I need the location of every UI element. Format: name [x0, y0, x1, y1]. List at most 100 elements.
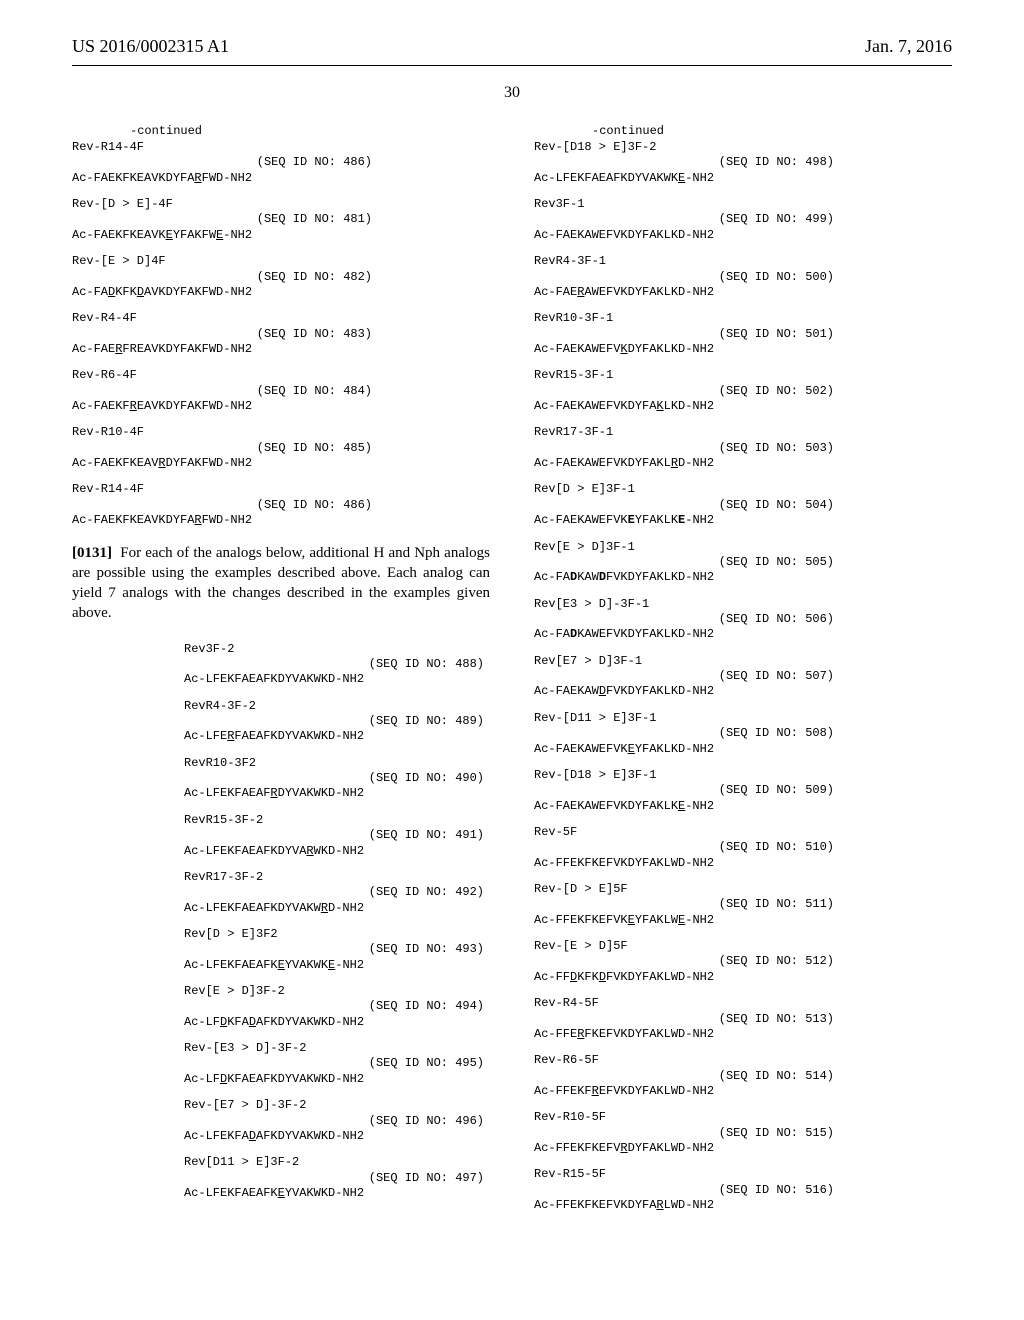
sequence-name: Rev-R10-4F: [72, 425, 372, 440]
sequence-value: Ac-LFEKFAEAFKDYVAKWKD-NH2: [184, 672, 484, 687]
sequence-value: Ac-FAEKAWEFVKDYFAKLKD-NH2: [534, 228, 834, 243]
sequence-value: Ac-LFEKFAEAFKDYVAKWKE-NH2: [534, 171, 834, 186]
sequence-value: Ac-FAEKAWEFVKDYFAKLKD-NH2: [534, 399, 834, 414]
sequence-name: Rev-[E > D]4F: [72, 254, 372, 269]
sequence-entry: Rev-[D > E]5F(SEQ ID NO: 511)Ac-FFEKFKEF…: [534, 882, 834, 928]
sequence-id: (SEQ ID NO: 515): [534, 1126, 834, 1141]
sequence-id: (SEQ ID NO: 490): [184, 771, 484, 786]
sequence-value: Ac-FADKAWDFVKDYFAKLKD-NH2: [534, 570, 834, 585]
sequence-id: (SEQ ID NO: 486): [72, 498, 372, 513]
sequence-value: Ac-FAERFREAVKDYFAKFWD-NH2: [72, 342, 372, 357]
sequence-value: Ac-LFEKFAEAFKDYVARWKD-NH2: [184, 844, 484, 859]
sequence-value: Ac-FFERFKEFVKDYFAKLWD-NH2: [534, 1027, 834, 1042]
sequence-entry: Rev[D > E]3F2(SEQ ID NO: 493)Ac-LFEKFAEA…: [184, 927, 484, 973]
sequence-name: Rev-R4-4F: [72, 311, 372, 326]
sequence-id: (SEQ ID NO: 492): [184, 885, 484, 900]
sequence-entry: Rev-R4-4F(SEQ ID NO: 483)Ac-FAERFREAVKDY…: [72, 311, 372, 357]
sequence-id: (SEQ ID NO: 509): [534, 783, 834, 798]
sequence-name: Rev[D > E]3F-1: [534, 482, 834, 497]
sequence-value: Ac-FAEKAWEFVKDYFAKLKD-NH2: [534, 342, 834, 357]
sequence-name: Rev-R6-4F: [72, 368, 372, 383]
sequence-id: (SEQ ID NO: 510): [534, 840, 834, 855]
publication-date: Jan. 7, 2016: [865, 36, 952, 57]
sequence-id: (SEQ ID NO: 506): [534, 612, 834, 627]
sequence-entry: RevR10-3F-1(SEQ ID NO: 501)Ac-FAEKAWEFVK…: [534, 311, 834, 357]
sequence-id: (SEQ ID NO: 512): [534, 954, 834, 969]
sequence-value: Ac-FAEKFKEAVKDYFARFWD-NH2: [72, 513, 372, 528]
header-rule: [72, 65, 952, 66]
sequence-name: RevR17-3F-2: [184, 870, 484, 885]
page-number: 30: [72, 84, 952, 102]
sequence-value: Ac-FAEKAWEFVKDYFAKLKE-NH2: [534, 799, 834, 814]
sequence-id: (SEQ ID NO: 508): [534, 726, 834, 741]
sequence-name: Rev-R10-5F: [534, 1110, 834, 1125]
sequence-name: Rev-[E3 > D]-3F-2: [184, 1041, 484, 1056]
sequence-name: Rev-5F: [534, 825, 834, 840]
sequence-value: Ac-LFEKFADAFKDYVAKWKD-NH2: [184, 1129, 484, 1144]
paragraph-text: For each of the analogs below, additiona…: [72, 545, 490, 622]
sequence-id: (SEQ ID NO: 497): [184, 1171, 484, 1186]
sequence-entry: Rev[D11 > E]3F-2(SEQ ID NO: 497)Ac-LFEKF…: [184, 1155, 484, 1201]
sequence-value: Ac-FFEKFKEFVKDYFAKLWD-NH2: [534, 856, 834, 871]
sequence-id: (SEQ ID NO: 511): [534, 897, 834, 912]
sequence-id: (SEQ ID NO: 503): [534, 441, 834, 456]
sequence-name: Rev-R14-4F: [72, 482, 372, 497]
patent-number: US 2016/0002315 A1: [72, 36, 229, 57]
sequence-name: Rev-[E > D]5F: [534, 939, 834, 954]
sequence-id: (SEQ ID NO: 483): [72, 327, 372, 342]
sequence-entry: Rev3F-1(SEQ ID NO: 499)Ac-FAEKAWEFVKDYFA…: [534, 197, 834, 243]
sequence-entry: Rev-[D18 > E]3F-1(SEQ ID NO: 509)Ac-FAEK…: [534, 768, 834, 814]
sequence-value: Ac-FAEKFREAVKDYFAKFWD-NH2: [72, 399, 372, 414]
sequence-id: (SEQ ID NO: 516): [534, 1183, 834, 1198]
sequence-id: (SEQ ID NO: 488): [184, 657, 484, 672]
sequence-id: (SEQ ID NO: 484): [72, 384, 372, 399]
sequence-value: Ac-FAEKFKEAVKDYFARFWD-NH2: [72, 171, 372, 186]
sequence-name: Rev-[E7 > D]-3F-2: [184, 1098, 484, 1113]
sequence-value: Ac-FADKAWEFVKDYFAKLKD-NH2: [534, 627, 834, 642]
sequence-value: Ac-LFEKFAEAFRDYVAKWKD-NH2: [184, 786, 484, 801]
sequence-value: Ac-LFDKFAEAFKDYVAKWKD-NH2: [184, 1072, 484, 1087]
sequence-name: Rev3F-1: [534, 197, 834, 212]
sequence-value: Ac-LFEKFAEAFKEYVAKWKD-NH2: [184, 1186, 484, 1201]
left-top-sequence-block: Rev-R14-4F(SEQ ID NO: 486)Ac-FAEKFKEAVKD…: [72, 140, 490, 529]
sequence-entry: Rev3F-2(SEQ ID NO: 488)Ac-LFEKFAEAFKDYVA…: [184, 642, 484, 688]
sequence-value: Ac-FAERAWEFVKDYFAKLKD-NH2: [534, 285, 834, 300]
sequence-id: (SEQ ID NO: 491): [184, 828, 484, 843]
paragraph-0131: [0131] For each of the analogs below, ad…: [72, 543, 490, 624]
sequence-name: RevR4-3F-2: [184, 699, 484, 714]
sequence-name: Rev-R4-5F: [534, 996, 834, 1011]
sequence-name: Rev-[D18 > E]3F-2: [534, 140, 834, 155]
sequence-entry: Rev-R4-5F(SEQ ID NO: 513)Ac-FFERFKEFVKDY…: [534, 996, 834, 1042]
right-sequence-block: Rev-[D18 > E]3F-2(SEQ ID NO: 498)Ac-LFEK…: [534, 140, 952, 1213]
sequence-entry: Rev[E > D]3F-2(SEQ ID NO: 494)Ac-LFDKFAD…: [184, 984, 484, 1030]
sequence-entry: Rev[E3 > D]-3F-1(SEQ ID NO: 506)Ac-FADKA…: [534, 597, 834, 643]
sequence-entry: RevR15-3F-1(SEQ ID NO: 502)Ac-FAEKAWEFVK…: [534, 368, 834, 414]
sequence-value: Ac-FAEKAWDFVKDYFAKLKD-NH2: [534, 684, 834, 699]
sequence-name: RevR10-3F2: [184, 756, 484, 771]
sequence-value: Ac-LFDKFADAFKDYVAKWKD-NH2: [184, 1015, 484, 1030]
sequence-id: (SEQ ID NO: 499): [534, 212, 834, 227]
sequence-value: Ac-LFEKFAEAFKEYVAKWKE-NH2: [184, 958, 484, 973]
sequence-entry: Rev-[E > D]4F(SEQ ID NO: 482)Ac-FADKFKDA…: [72, 254, 372, 300]
sequence-name: Rev3F-2: [184, 642, 484, 657]
sequence-name: Rev[E > D]3F-2: [184, 984, 484, 999]
sequence-name: Rev-R6-5F: [534, 1053, 834, 1068]
sequence-id: (SEQ ID NO: 498): [534, 155, 834, 170]
sequence-value: Ac-LFERFAEAFKDYVAKWKD-NH2: [184, 729, 484, 744]
sequence-id: (SEQ ID NO: 507): [534, 669, 834, 684]
sequence-id: (SEQ ID NO: 501): [534, 327, 834, 342]
sequence-name: Rev[E > D]3F-1: [534, 540, 834, 555]
sequence-name: Rev[D > E]3F2: [184, 927, 484, 942]
sequence-name: RevR4-3F-1: [534, 254, 834, 269]
two-column-layout: -continued Rev-R14-4F(SEQ ID NO: 486)Ac-…: [72, 124, 952, 1224]
sequence-entry: Rev-R6-4F(SEQ ID NO: 484)Ac-FAEKFREAVKDY…: [72, 368, 372, 414]
sequence-value: Ac-LFEKFAEAFKDYVAKWRD-NH2: [184, 901, 484, 916]
sequence-name: RevR10-3F-1: [534, 311, 834, 326]
sequence-name: Rev[D11 > E]3F-2: [184, 1155, 484, 1170]
sequence-entry: RevR10-3F2(SEQ ID NO: 490)Ac-LFEKFAEAFRD…: [184, 756, 484, 802]
left-bottom-sequence-block: Rev3F-2(SEQ ID NO: 488)Ac-LFEKFAEAFKDYVA…: [184, 642, 490, 1202]
sequence-entry: Rev-R14-4F(SEQ ID NO: 486)Ac-FAEKFKEAVKD…: [72, 482, 372, 528]
sequence-id: (SEQ ID NO: 493): [184, 942, 484, 957]
sequence-value: Ac-FFEKFKEFVKEYFAKLWE-NH2: [534, 913, 834, 928]
sequence-value: Ac-FFEKFKEFVRDYFAKLWD-NH2: [534, 1141, 834, 1156]
